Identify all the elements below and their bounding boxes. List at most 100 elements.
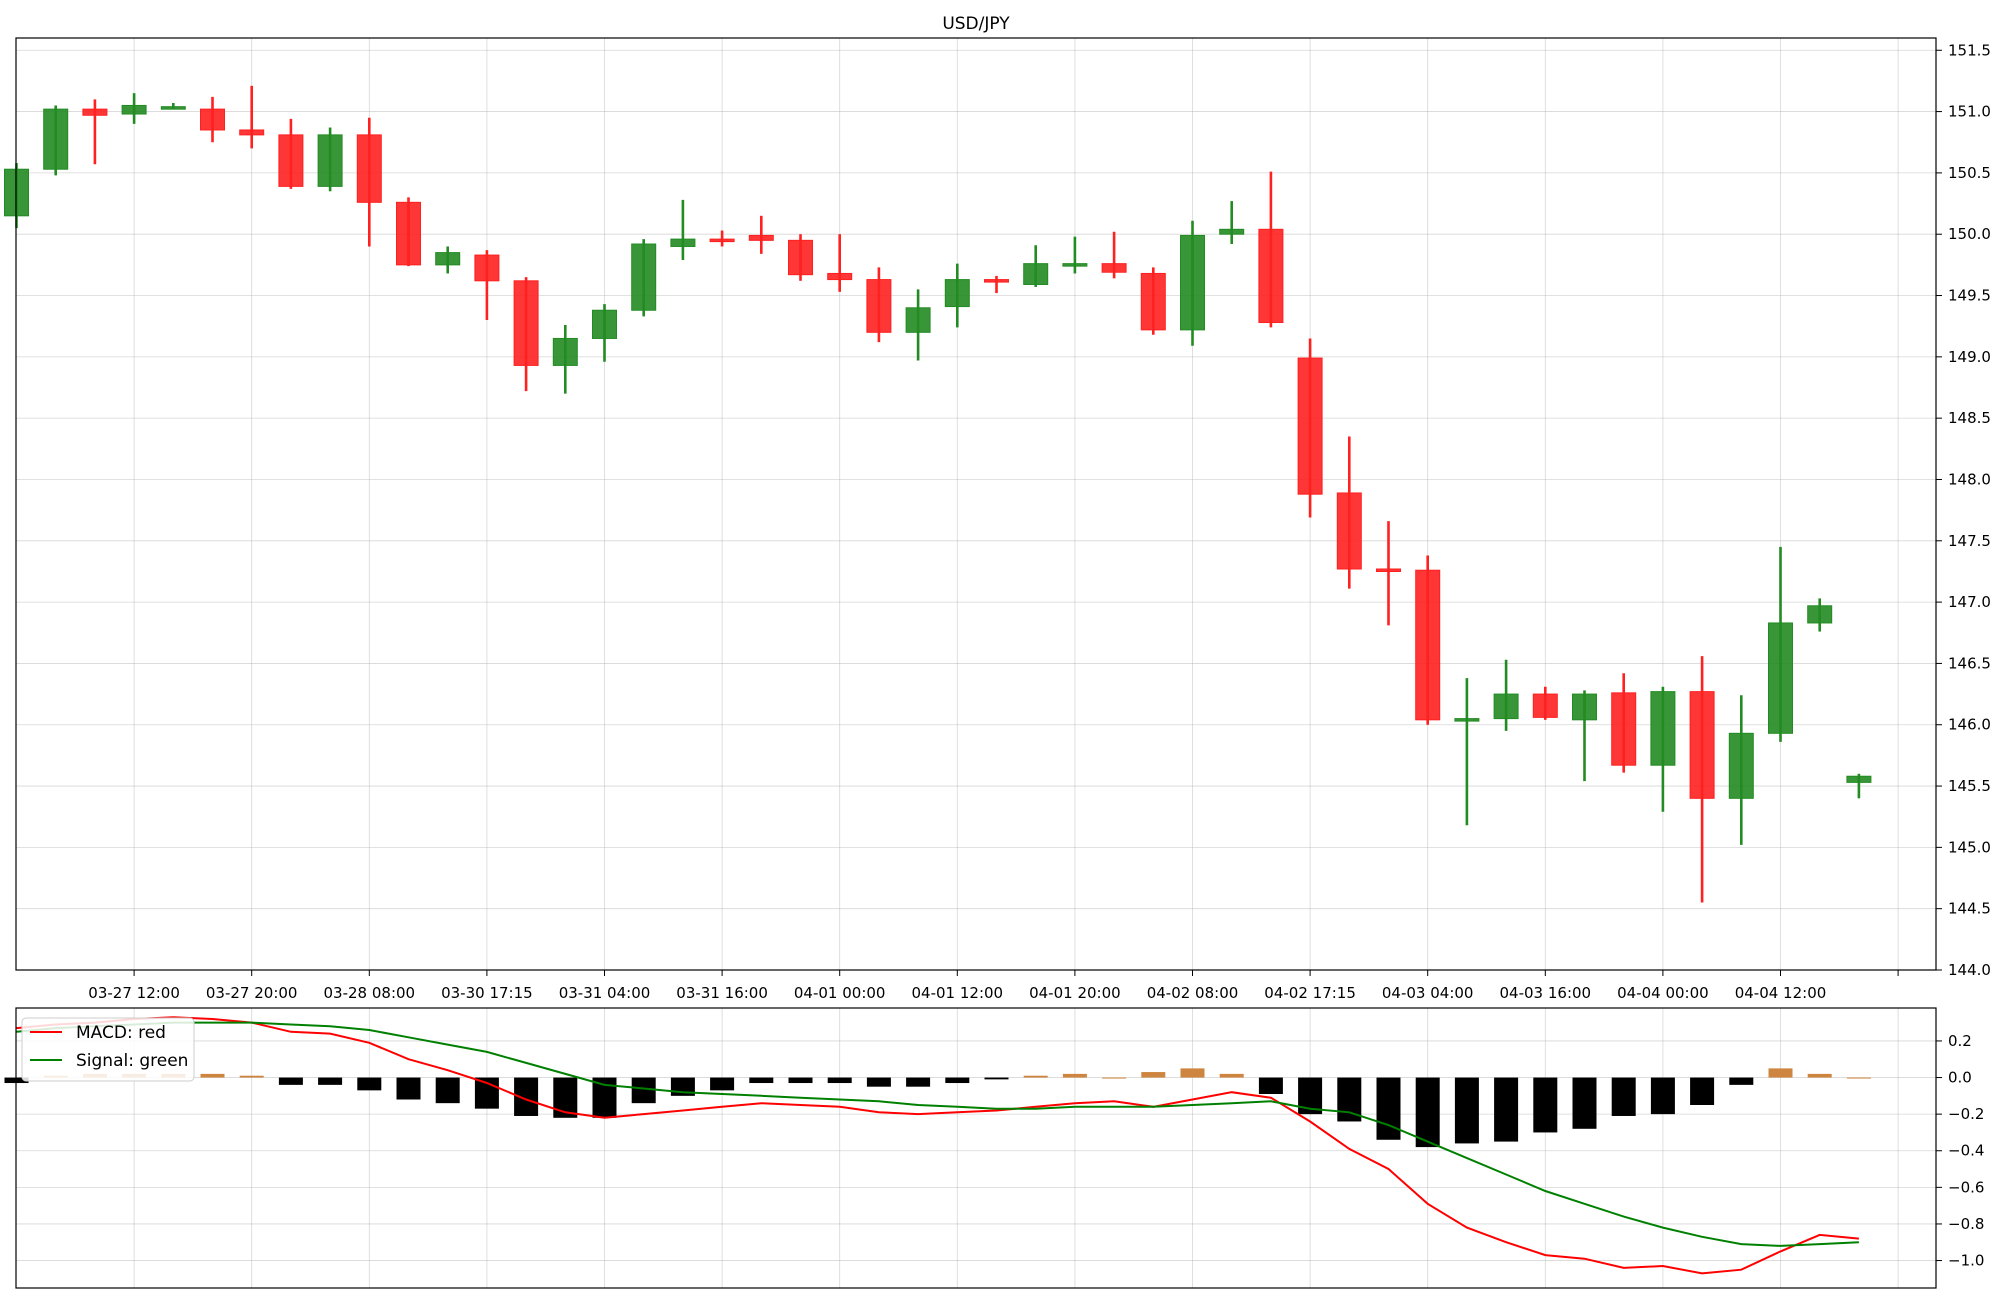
candle-body — [317, 134, 343, 187]
price-y-tick-label: 149.5 — [1948, 287, 1991, 305]
candle-up — [552, 324, 578, 394]
candle-body — [82, 108, 108, 116]
histogram-bar — [1023, 1075, 1048, 1078]
histogram-bar — [1454, 1077, 1479, 1144]
x-tick-label: 04-01 00:00 — [794, 984, 886, 1002]
x-tick-label: 03-28 08:00 — [324, 984, 416, 1002]
candlestick-series — [4, 85, 1872, 903]
candle-up — [631, 239, 657, 317]
candle-up — [1062, 236, 1088, 274]
macd-y-axis: 0.2 0.0 −0.2 −0.4 −0.6 −0.8 −1.0 — [1936, 1032, 1984, 1270]
candle-up — [1023, 245, 1049, 287]
candle-down — [1258, 171, 1284, 328]
price-y-tick-label: 146.5 — [1948, 654, 1991, 672]
candle-body — [1611, 692, 1637, 766]
price-y-tick-label: 151.0 — [1948, 103, 1991, 121]
candle-body — [1532, 693, 1558, 718]
candle-body — [1023, 263, 1049, 285]
candle-up — [1650, 686, 1676, 812]
x-tick-label: 03-31 04:00 — [559, 984, 651, 1002]
price-y-tick-label: 145.0 — [1948, 838, 1991, 856]
histogram-bar — [592, 1077, 617, 1118]
candle-down — [866, 267, 892, 343]
candle-body — [200, 108, 225, 131]
candle-body — [1689, 691, 1715, 799]
macd-y-tick-label: −0.4 — [1948, 1142, 1984, 1160]
x-tick-label: 04-03 04:00 — [1382, 984, 1474, 1002]
histogram-bar — [1102, 1077, 1127, 1079]
price-y-tick-label: 146.0 — [1948, 716, 1991, 734]
candle-body — [435, 252, 461, 266]
candle-body — [827, 272, 853, 281]
candle-body — [1062, 263, 1088, 267]
histogram-bar — [553, 1077, 578, 1118]
price-grid — [16, 38, 1936, 971]
candle-body — [1454, 718, 1480, 722]
candle-body — [160, 106, 186, 110]
candle-body — [709, 238, 735, 243]
candle-up — [670, 199, 696, 260]
x-tick-label: 04-01 12:00 — [912, 984, 1004, 1002]
histogram-bar — [906, 1077, 931, 1087]
candle-body — [1376, 568, 1401, 572]
histogram-bar — [200, 1073, 225, 1078]
candle-body — [1572, 693, 1597, 721]
histogram-bar — [631, 1077, 656, 1104]
histogram-bar — [1258, 1077, 1283, 1095]
candle-up — [1493, 659, 1519, 731]
x-tick-label: 04-04 12:00 — [1735, 984, 1827, 1002]
histogram-bar — [1376, 1077, 1401, 1140]
candle-down — [474, 250, 500, 321]
histogram-bar — [788, 1077, 813, 1084]
histogram-bar — [710, 1077, 735, 1091]
candle-body — [1650, 691, 1676, 766]
time-x-axis: 03-27 12:00 03-27 20:00 03-28 08:00 03-30 1… — [88, 970, 1899, 1002]
candle-body — [748, 234, 774, 241]
candle-up — [43, 105, 69, 176]
candle-body — [984, 279, 1009, 283]
candle-up — [435, 246, 461, 274]
macd-legend: MACD: red Signal: green — [21, 1017, 195, 1082]
histogram-bar — [1219, 1073, 1244, 1078]
candle-body — [631, 243, 657, 311]
histogram-bar — [1768, 1068, 1793, 1078]
candle-down — [709, 230, 735, 247]
histogram-bar — [357, 1077, 382, 1091]
candle-body — [1258, 228, 1284, 324]
candle-body — [866, 279, 892, 333]
histogram-bar — [1572, 1077, 1597, 1129]
candle-up — [1728, 695, 1754, 845]
candle-body — [788, 239, 813, 276]
histogram-bar — [1062, 1073, 1087, 1078]
candle-down — [1689, 656, 1715, 903]
price-y-tick-label: 151.5 — [1948, 41, 1991, 59]
legend-label-signal: Signal: green — [76, 1051, 188, 1071]
candle-body — [1101, 263, 1127, 273]
chart-title: USD/JPY — [942, 14, 1010, 34]
candle-up — [1807, 598, 1833, 632]
candle-down — [1376, 521, 1401, 626]
candle-up — [160, 102, 186, 110]
price-y-tick-label: 147.0 — [1948, 593, 1991, 611]
candle-body — [396, 201, 421, 266]
candle-body — [1493, 693, 1519, 720]
candle-body — [905, 307, 931, 333]
histogram-bar — [1807, 1073, 1832, 1078]
histogram-bar — [1415, 1077, 1440, 1148]
candle-body — [1807, 605, 1833, 624]
candle-body — [1219, 228, 1245, 235]
macd-panel-frame — [15, 1007, 1937, 1289]
candle-down — [278, 118, 304, 189]
x-tick-label: 04-04 00:00 — [1617, 984, 1709, 1002]
histogram-bar — [1180, 1068, 1205, 1078]
histogram-bar — [1611, 1077, 1636, 1116]
candle-down — [1101, 231, 1127, 279]
candle-body — [121, 104, 147, 115]
candle-body — [592, 309, 617, 339]
price-y-tick-label: 144.0 — [1948, 961, 1991, 979]
candle-down — [200, 96, 225, 143]
candle-down — [82, 99, 108, 165]
